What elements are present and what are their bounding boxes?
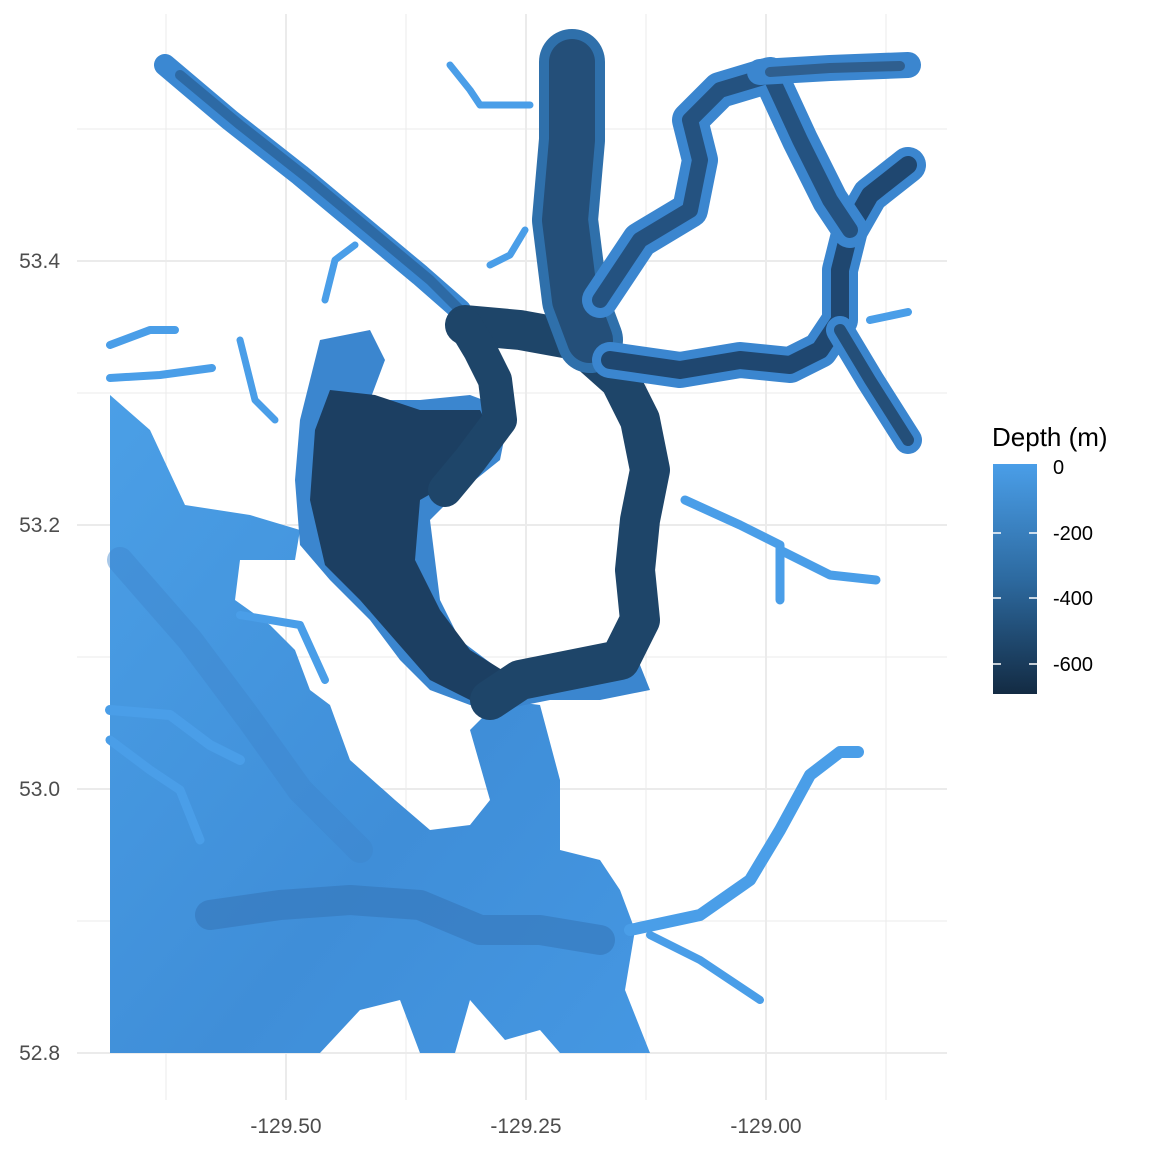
east-branch-upper	[582, 57, 868, 318]
inlet-se-2	[646, 931, 764, 1004]
legend-colorbar	[993, 464, 1037, 694]
inlet-w-1	[106, 326, 179, 349]
inlet-e-1	[866, 308, 912, 324]
inlet-n-1	[446, 61, 534, 109]
ne-arm-core	[765, 61, 905, 77]
open-water-sound	[110, 395, 650, 1053]
inlet-sw-2	[105, 735, 205, 845]
x-tick-label: -129.50	[250, 1115, 321, 1138]
legend: Depth (m) 0 -200 -400 -600	[992, 422, 1108, 694]
legend-label: 0	[1053, 457, 1064, 479]
inlet-e-3	[775, 545, 881, 585]
east-branch-upper-core	[592, 67, 858, 308]
inlet-sw-1	[105, 705, 245, 765]
east-sweep-core	[834, 324, 914, 446]
legend-label: -400	[1053, 588, 1093, 610]
inlet-w-3	[236, 336, 279, 424]
inlet-sw-3	[236, 611, 329, 684]
inlet-nw-spur	[321, 241, 359, 304]
legend-ticks	[993, 532, 1037, 665]
legend-label: -600	[1053, 654, 1093, 676]
north-channel-deep	[542, 39, 613, 363]
y-tick-label: 52.8	[19, 1042, 60, 1065]
legend-label: -200	[1053, 523, 1093, 545]
sound-channel	[195, 885, 615, 955]
channel-nw-diagonal-core	[175, 70, 465, 315]
y-tick-label: 53.4	[19, 250, 60, 273]
inlet-w-2	[106, 364, 216, 382]
inlet-n-2	[486, 226, 529, 269]
central-loop-link	[428, 308, 517, 507]
inlet-se	[624, 746, 864, 936]
east-branch-core	[601, 156, 917, 379]
inlet-e-2	[680, 495, 785, 605]
y-tick-label: 53.2	[19, 514, 60, 537]
x-axis: -129.50 -129.25 -129.00	[250, 1115, 801, 1138]
x-tick-label: -129.25	[490, 1115, 561, 1138]
y-tick-label: 53.0	[19, 778, 60, 801]
x-tick-label: -129.00	[730, 1115, 801, 1138]
depth-raster	[105, 29, 926, 1053]
y-axis: 53.4 53.2 53.0 52.8	[19, 250, 60, 1065]
legend-title: Depth (m)	[992, 422, 1108, 452]
sound-diagonal	[107, 547, 373, 863]
